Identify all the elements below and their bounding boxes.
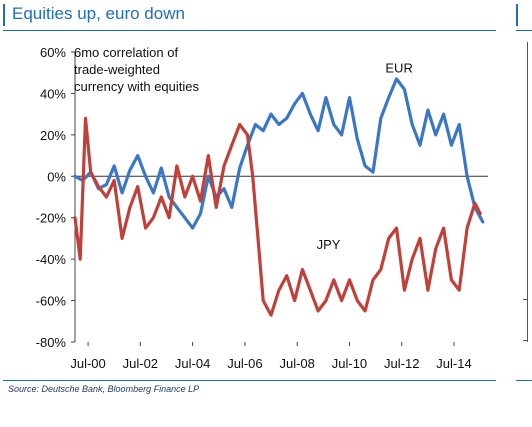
y-tick-label: -60%: [36, 294, 67, 309]
x-tick-label: Jul-12: [384, 356, 419, 371]
annotation-line: currency with equities: [74, 79, 199, 94]
adjacent-title-edge: [516, 4, 518, 26]
y-tick-label: -20%: [36, 211, 67, 226]
y-tick-label: 60%: [40, 45, 66, 60]
x-axis-ticks: Jul-00 Jul-02 Jul-04 Jul-06 Jul-08 Jul-10 Jul-…: [70, 342, 472, 371]
source-note: Source: Deutsche Bank, Bloomberg Finance…: [8, 384, 200, 394]
x-tick-label: Jul-04: [175, 356, 210, 371]
adjacent-axis-tick: [523, 340, 528, 341]
x-tick-label: Jul-10: [332, 356, 367, 371]
y-tick-label: 20%: [40, 128, 66, 143]
series-labels: EUR JPY: [317, 61, 413, 252]
series-group: [73, 77, 485, 317]
annotation-line: trade-weighted: [74, 62, 160, 77]
title-rule: [3, 30, 496, 31]
adjacent-chart-panel: [500, 0, 532, 427]
chart-annotation: 6mo correlation of trade-weighted currency…: [74, 45, 199, 94]
adjacent-axis: [527, 42, 528, 342]
chart-panel: Equities up, euro down 60% 40% 20% 0% -20% -4…: [3, 4, 498, 394]
y-tick-label: 0%: [47, 169, 66, 184]
y-axis-ticks: 60% 40% 20% 0% -20% -40% -60% -80%: [36, 45, 75, 350]
correlation-chart: 60% 40% 20% 0% -20% -40% -60% -80% Jul-00 Jul-02…: [36, 45, 488, 371]
x-tick-label: Jul-00: [70, 356, 105, 371]
series-line-eur: [73, 77, 485, 230]
x-tick-label: Jul-02: [123, 356, 158, 371]
adjacent-axis-tick: [523, 299, 528, 300]
annotation-line: 6mo correlation of: [74, 45, 178, 60]
series-label-jpy: JPY: [317, 237, 341, 252]
title-bar: Equities up, euro down: [3, 4, 498, 26]
y-tick-label: -40%: [36, 252, 67, 267]
source-rule: [3, 380, 496, 381]
y-tick-label: 40%: [40, 86, 66, 101]
x-tick-label: Jul-08: [279, 356, 314, 371]
x-tick-label: Jul-14: [436, 356, 471, 371]
y-tick-label: -80%: [36, 335, 67, 350]
x-tick-label: Jul-06: [227, 356, 262, 371]
chart-title: Equities up, euro down: [12, 4, 185, 23]
adjacent-title-rule: [516, 30, 532, 31]
series-line-jpy: [73, 116, 482, 317]
adjacent-source-rule: [516, 380, 532, 381]
series-label-eur: EUR: [385, 61, 412, 76]
